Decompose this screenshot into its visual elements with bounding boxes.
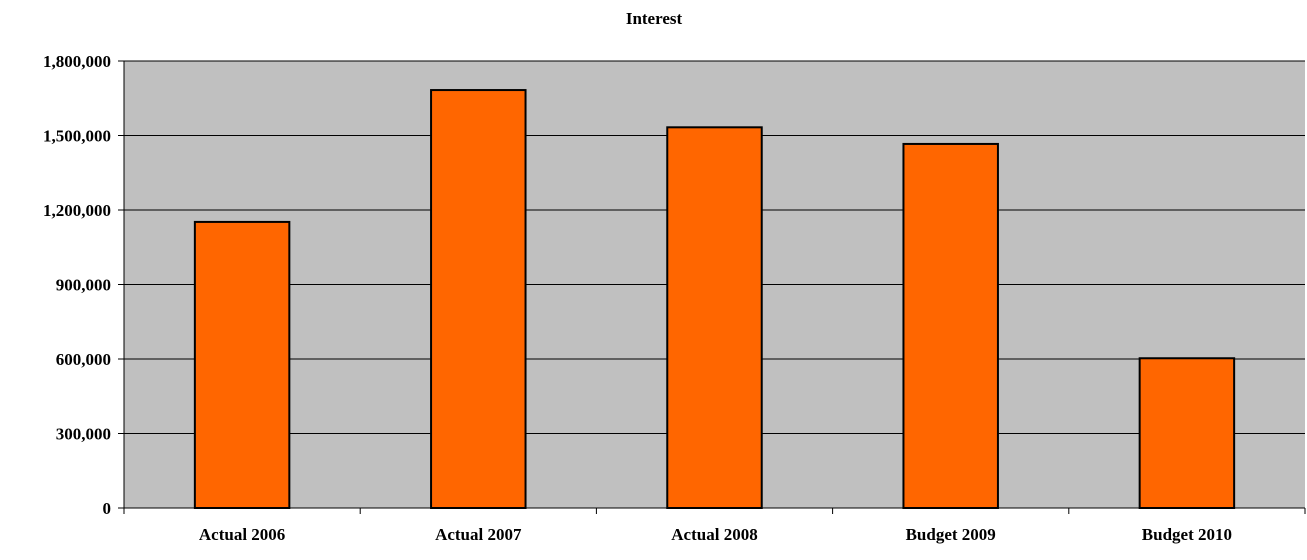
y-tick-label: 1,500,000: [43, 127, 111, 146]
y-tick-label: 1,800,000: [43, 52, 111, 71]
bar: [667, 127, 761, 508]
y-tick-label: 600,000: [56, 350, 111, 369]
chart-title: Interest: [626, 9, 683, 28]
y-tick-label: 0: [103, 499, 112, 518]
y-tick-label: 900,000: [56, 276, 111, 295]
y-tick-label: 1,200,000: [43, 201, 111, 220]
x-tick-label: Budget 2009: [906, 525, 996, 544]
x-tick-label: Actual 2007: [435, 525, 522, 544]
x-tick-label: Actual 2008: [671, 525, 757, 544]
x-tick-labels: Actual 2006 Actual 2007 Actual 2008 Budget …: [199, 525, 1232, 544]
x-tick-label: Actual 2006: [199, 525, 285, 544]
bar: [903, 144, 997, 508]
y-tick-label: 300,000: [56, 425, 111, 444]
y-tick-labels: 0 300,000 600,000 900,000 1,200,000 1,500,000…: [43, 52, 111, 518]
bar: [431, 90, 525, 508]
x-tick-label: Budget 2010: [1142, 525, 1232, 544]
bar: [195, 222, 289, 508]
bar: [1140, 358, 1234, 508]
